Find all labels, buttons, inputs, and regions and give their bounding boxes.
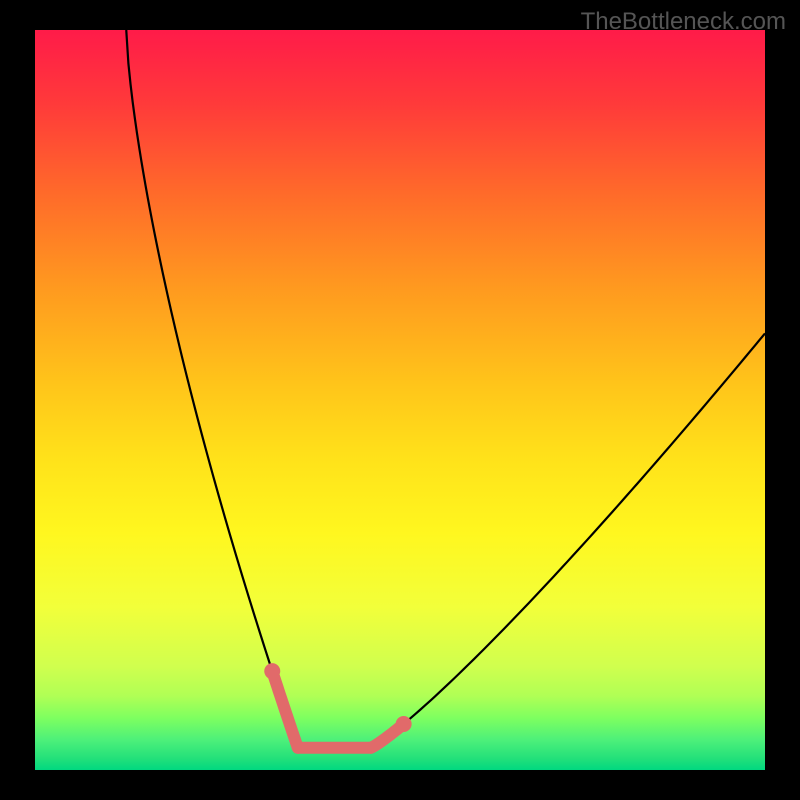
optimum-highlight-left-dot	[264, 663, 280, 679]
optimum-highlight-right-dot	[396, 716, 412, 732]
plot-area	[35, 30, 765, 770]
chart-stage: TheBottleneck.com	[0, 0, 800, 800]
bottleneck-chart	[0, 0, 800, 800]
